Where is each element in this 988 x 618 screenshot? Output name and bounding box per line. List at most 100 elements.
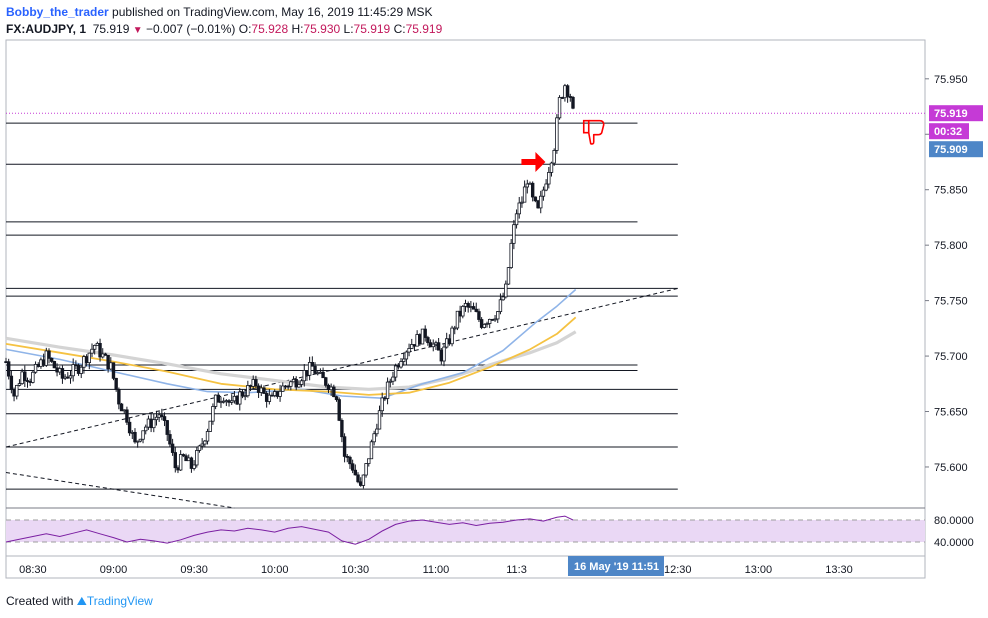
candle-body — [87, 352, 92, 364]
candle — [388, 378, 392, 388]
candle — [393, 363, 398, 382]
candle-body — [469, 306, 473, 308]
candle — [512, 219, 516, 250]
candle-body — [307, 362, 312, 376]
candle — [514, 209, 519, 229]
candle-body — [434, 342, 438, 345]
candle — [385, 377, 390, 405]
candle-body — [52, 361, 57, 369]
candle-body — [369, 441, 374, 460]
candle — [221, 397, 226, 404]
candle-body — [95, 342, 100, 346]
candle — [477, 308, 481, 323]
ema-fast-line — [5, 316, 577, 396]
candle-body — [103, 353, 108, 356]
candle-body — [20, 371, 24, 385]
candle — [125, 406, 129, 426]
candle-body — [415, 334, 419, 347]
candle-body — [383, 397, 387, 400]
candle-body — [195, 450, 199, 466]
candle-body — [329, 386, 333, 391]
candle — [173, 446, 177, 473]
symbol-label: FX:AUDJPY, 1 — [6, 22, 87, 36]
candle — [493, 315, 497, 322]
x-tick-label: 10:30 — [342, 564, 370, 576]
candle — [79, 364, 83, 379]
candle — [152, 413, 156, 433]
candle-body — [517, 202, 521, 215]
candle — [200, 438, 204, 450]
candle — [4, 357, 8, 364]
candle — [547, 166, 551, 189]
candle-body — [36, 363, 40, 367]
candle-body — [119, 403, 124, 412]
candle-body — [547, 172, 551, 185]
candle-body — [25, 380, 30, 382]
candle-body — [141, 430, 145, 440]
y-tick-label: 75.700 — [934, 351, 968, 363]
x-tick-label: 12:30 — [664, 564, 692, 576]
candle — [463, 299, 468, 312]
candle — [49, 357, 54, 363]
author-name[interactable]: Bobby_the_trader — [6, 5, 109, 19]
rsi-tick-label: 80.0000 — [934, 515, 974, 527]
candle-body — [490, 318, 495, 321]
candle — [442, 343, 446, 367]
candle-body — [157, 414, 161, 418]
candle — [485, 321, 489, 328]
candle — [568, 93, 572, 102]
candle-body — [393, 365, 398, 378]
candle-body — [243, 395, 247, 398]
tradingview-brand[interactable]: TradingView — [86, 594, 153, 608]
open-label: O: — [238, 22, 252, 36]
candle-body — [439, 349, 444, 362]
time-badge-bg — [567, 556, 664, 576]
candle — [278, 384, 282, 402]
candle-body — [133, 431, 137, 443]
candle — [205, 428, 210, 445]
thumbs-down-icon — [582, 119, 605, 145]
candle-body — [466, 303, 470, 308]
candle — [12, 387, 16, 402]
candle-body — [420, 328, 425, 345]
candle-body — [337, 399, 341, 421]
candle — [418, 333, 422, 346]
candle — [530, 181, 535, 202]
y-tick-label: 75.600 — [934, 462, 968, 474]
candle-body — [130, 431, 134, 434]
candle — [541, 186, 546, 201]
candle — [87, 352, 92, 370]
candle — [267, 389, 272, 405]
candle-body — [9, 375, 14, 390]
candle-body — [127, 421, 132, 434]
x-tick-label: 13:00 — [745, 564, 773, 576]
candle — [238, 387, 242, 411]
candle — [111, 362, 116, 381]
candle — [68, 370, 73, 384]
candle-body — [332, 386, 336, 398]
chart-header: Bobby_the_trader published on TradingVie… — [6, 4, 432, 20]
candle — [141, 430, 145, 444]
candle — [299, 378, 304, 388]
candle — [216, 392, 220, 403]
candle — [318, 368, 323, 374]
candle — [6, 358, 11, 380]
candle-body — [160, 414, 164, 417]
candle — [420, 328, 425, 345]
ema-mid-line — [5, 288, 577, 400]
candle — [235, 394, 239, 405]
candle-body — [240, 391, 245, 397]
candle — [297, 380, 301, 388]
candle-body — [219, 401, 223, 404]
candle-body — [227, 400, 231, 403]
candle-body — [267, 394, 272, 402]
candle — [501, 292, 505, 301]
candle-body — [391, 376, 395, 382]
candle — [195, 446, 199, 468]
candle-body — [273, 391, 277, 396]
candle-body — [568, 96, 572, 98]
price-chart[interactable]: 75.95075.90075.85075.80075.75075.70075.6… — [0, 0, 988, 590]
candle — [60, 365, 65, 384]
candle-body — [552, 150, 556, 164]
candle-body — [76, 365, 81, 374]
